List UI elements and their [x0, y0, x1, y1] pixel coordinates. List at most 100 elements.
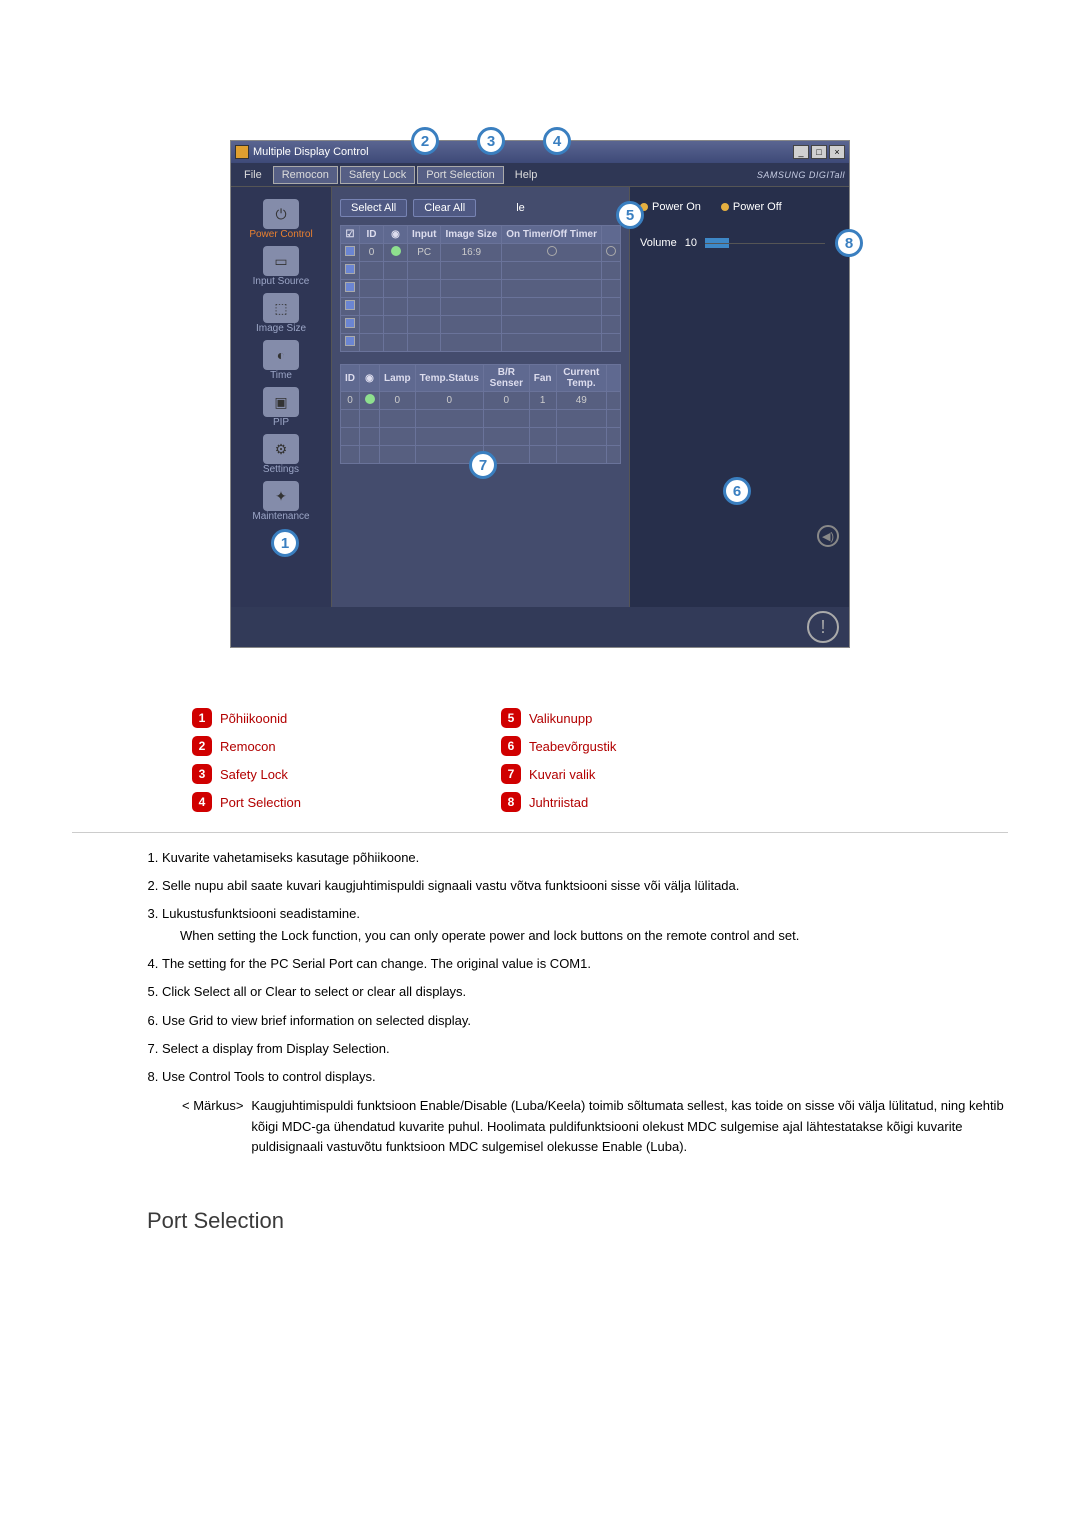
control-panel: Power On Power Off Volume 10 ◀): [629, 187, 849, 607]
titlebar: Multiple Display Control _ □ ×: [231, 141, 849, 163]
table-row[interactable]: 0 PC 16:9: [341, 244, 621, 262]
col2-current-temp: Current Temp.: [556, 365, 607, 392]
c2-id: 0: [341, 392, 360, 410]
callout-6: 6: [723, 477, 751, 505]
note-3b: When setting the Lock function, you can …: [180, 928, 799, 943]
col-image-size: Image Size: [441, 226, 502, 244]
power-on-button[interactable]: Power On: [640, 201, 701, 213]
power-icon: ⏻: [263, 199, 299, 229]
status-dot: [365, 394, 375, 404]
row-check[interactable]: [345, 246, 355, 256]
menu-port-selection[interactable]: Port Selection: [417, 166, 503, 184]
legend-label: Kuvari valik: [529, 767, 595, 782]
col2-scroll: [607, 365, 621, 392]
table-row[interactable]: [341, 410, 621, 428]
col2-lamp: Lamp: [380, 365, 416, 392]
clear-all-button[interactable]: Clear All: [413, 199, 476, 217]
sidebar-item-image-size[interactable]: ⬚ Image Size: [256, 291, 306, 336]
legend-item: 1 Põhiikoonid: [192, 708, 301, 728]
warning-icon: !: [807, 611, 839, 643]
close-button[interactable]: ×: [829, 145, 845, 159]
callout-7: 7: [469, 451, 497, 479]
c2-temp: 0: [415, 392, 483, 410]
minimize-button[interactable]: _: [793, 145, 809, 159]
status-dot: [391, 246, 401, 256]
col-input: Input: [408, 226, 441, 244]
speaker-icon[interactable]: ◀): [817, 525, 839, 547]
legend-label: Põhiikoonid: [220, 711, 287, 726]
volume-slider[interactable]: [705, 238, 729, 248]
menu-help[interactable]: Help: [506, 166, 547, 184]
legend-item: 2Remocon: [192, 736, 301, 756]
col2-id: ID: [341, 365, 360, 392]
note-3a: Lukustusfunktsiooni seadistamine.: [162, 906, 360, 921]
note-1: Kuvarite vahetamiseks kasutage põhiikoon…: [162, 847, 1008, 869]
grid2-header-row: ID ◉ Lamp Temp.Status B/R Senser Fan Cur…: [341, 365, 621, 392]
cell-input: PC: [408, 244, 441, 262]
callout-2: 2: [411, 127, 439, 155]
power-off-label: Power Off: [733, 201, 782, 213]
table-row[interactable]: [341, 280, 621, 298]
note-4: The setting for the PC Serial Port can c…: [162, 953, 1008, 975]
table-row[interactable]: [341, 298, 621, 316]
markus-label: < Märkus>: [182, 1096, 243, 1158]
app-body: ⏻ Power Control ▭ Input Source ⬚ Image S…: [231, 187, 849, 607]
legend-badge: 6: [501, 736, 521, 756]
callout-8: 8: [835, 229, 863, 257]
cell-image-size: 16:9: [441, 244, 502, 262]
sidebar-item-pip[interactable]: ▣ PIP: [263, 385, 299, 430]
time-icon: ◐: [263, 340, 299, 370]
power-off-icon: [721, 203, 729, 211]
note-2: Selle nupu abil saate kuvari kaugjuhtimi…: [162, 875, 1008, 897]
col-status: ◉: [384, 226, 408, 244]
c2-fan: 1: [529, 392, 556, 410]
legend-item: 3Safety Lock: [192, 764, 301, 784]
maximize-button[interactable]: □: [811, 145, 827, 159]
table-row[interactable]: 0 0 0 0 1 49: [341, 392, 621, 410]
maintenance-icon: ✦: [263, 481, 299, 511]
select-all-button[interactable]: Select All: [340, 199, 407, 217]
callout-3: 3: [477, 127, 505, 155]
sidebar-item-label: Maintenance: [252, 511, 309, 522]
legend-badge: 7: [501, 764, 521, 784]
sidebar-item-label: Settings: [263, 464, 299, 475]
c2-lamp: 0: [380, 392, 416, 410]
col2-br-senser: B/R Senser: [483, 365, 529, 392]
timer-circ2: [606, 246, 616, 256]
status-bar: !: [231, 607, 849, 647]
legend: 1Põhiikoonid 2Remocon 3Safety Lock 4Port…: [192, 708, 976, 812]
sidebar-item-maintenance[interactable]: ✦ Maintenance: [252, 479, 309, 524]
power-off-button[interactable]: Power Off: [721, 201, 782, 213]
grid-header-row: ☑ ID ◉ Input Image Size On Timer/Off Tim…: [341, 226, 621, 244]
sidebar-item-label: PIP: [273, 417, 289, 428]
callout-5: 5: [616, 201, 644, 229]
menu-safety-lock[interactable]: Safety Lock: [340, 166, 415, 184]
image-size-icon: ⬚: [263, 293, 299, 323]
note-5: Click Select all or Clear to select or c…: [162, 981, 1008, 1003]
c2-br: 0: [483, 392, 529, 410]
cell-id: 0: [360, 244, 384, 262]
legend-label: Port Selection: [220, 795, 301, 810]
sidebar-item-settings[interactable]: ⚙ Settings: [263, 432, 299, 477]
settings-icon: ⚙: [263, 434, 299, 464]
table-row[interactable]: [341, 316, 621, 334]
table-row[interactable]: [341, 262, 621, 280]
sidebar-item-input-source[interactable]: ▭ Input Source: [253, 244, 310, 289]
legend-badge: 3: [192, 764, 212, 784]
legend-item: 8Juhtriistad: [501, 792, 616, 812]
menu-remocon[interactable]: Remocon: [273, 166, 338, 184]
col2-status: ◉: [360, 365, 380, 392]
table-row[interactable]: [341, 428, 621, 446]
sidebar-item-power-control[interactable]: ⏻ Power Control: [249, 197, 312, 242]
section-title: Port Selection: [147, 1208, 1008, 1234]
legend-badge: 8: [501, 792, 521, 812]
sidebar-item-time[interactable]: ◐ Time: [263, 338, 299, 383]
menu-file[interactable]: File: [235, 166, 271, 184]
window-title: Multiple Display Control: [253, 146, 369, 158]
note-3: Lukustusfunktsiooni seadistamine. When s…: [162, 903, 1008, 947]
markus-body: Kaugjuhtimispuldi funktsioon Enable/Disa…: [251, 1096, 1008, 1158]
legend-badge: 1: [192, 708, 212, 728]
legend-item: 5Valikunupp: [501, 708, 616, 728]
main-area: Select All Clear All le ☑ ID ◉ Input Ima…: [331, 187, 629, 607]
table-row[interactable]: [341, 334, 621, 352]
